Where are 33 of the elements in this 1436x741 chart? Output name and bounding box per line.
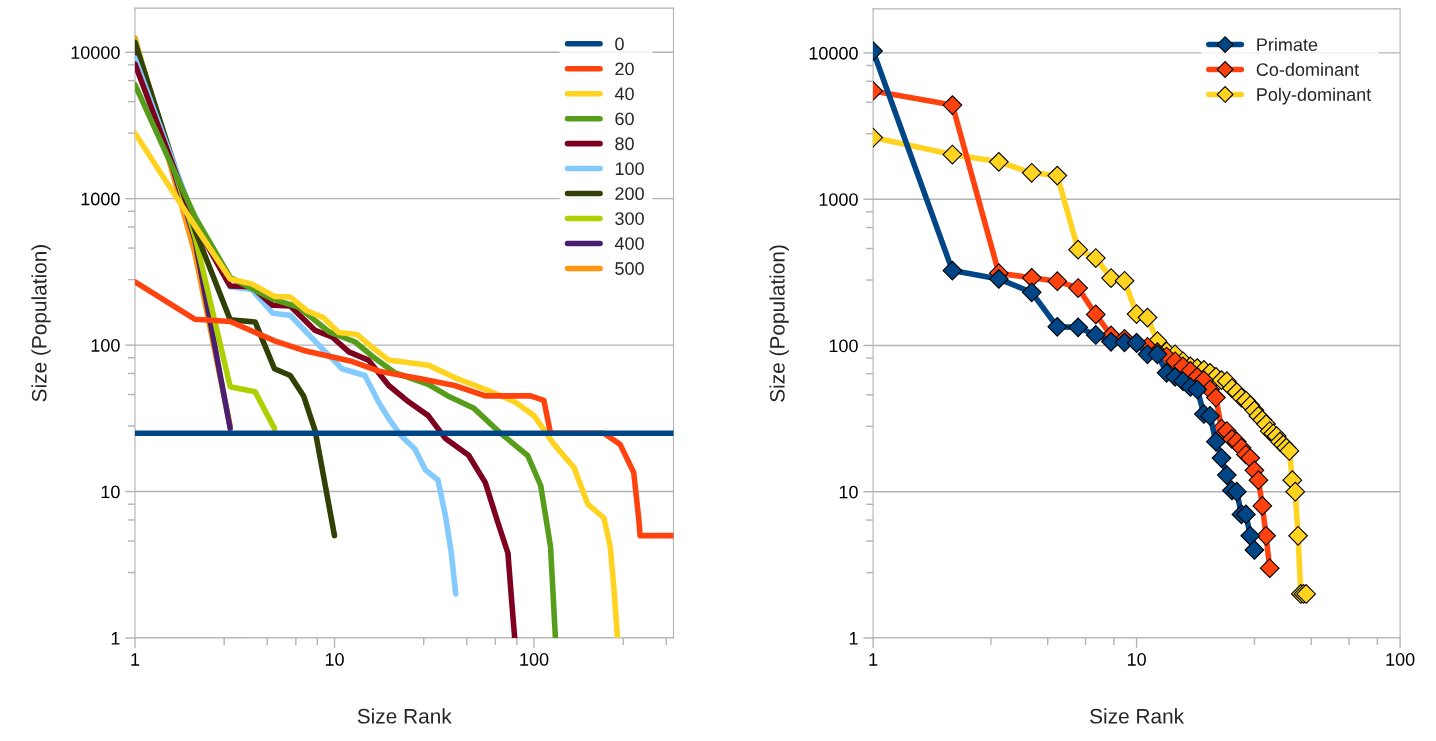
y-tick-label: 10 xyxy=(101,485,120,499)
legend-label: 100 xyxy=(615,162,644,176)
legend-label: 0 xyxy=(615,37,624,51)
y-tick-label: 10 xyxy=(839,485,858,499)
x-tick-label: 10 xyxy=(1127,653,1146,666)
legend-label: 200 xyxy=(615,187,644,201)
y-tick-label: 100 xyxy=(91,339,120,352)
y-tick-label: 10000 xyxy=(71,46,120,59)
y-axis-title: Size (Population) xyxy=(769,245,789,402)
legend-label: Primate xyxy=(1257,37,1318,52)
x-axis-title: Size Rank xyxy=(1090,708,1185,724)
y-axis-title: Size (Population) xyxy=(31,245,51,402)
y-tick-label: 1 xyxy=(111,632,120,645)
x-tick-label: 1 xyxy=(869,653,878,666)
legend-label: 400 xyxy=(614,237,644,250)
legend-label: 20 xyxy=(615,62,634,76)
x-tick-label: 10 xyxy=(325,653,344,666)
y-tick-label: 10000 xyxy=(809,46,858,60)
legend-label: 40 xyxy=(614,87,634,101)
y-tick-label: 1000 xyxy=(81,192,120,206)
legend-label: 500 xyxy=(615,262,644,275)
x-axis-title: Size Rank xyxy=(357,708,452,724)
legend-label: 60 xyxy=(615,112,634,126)
y-tick-label: 1 xyxy=(849,632,858,645)
x-tick-label: 100 xyxy=(1386,653,1415,666)
legend-label: Co-dominant xyxy=(1256,62,1360,76)
legend-label: Poly-dominant xyxy=(1257,87,1372,105)
legend-label: 80 xyxy=(615,137,634,151)
y-tick-label: 1000 xyxy=(819,193,858,206)
x-tick-label: 100 xyxy=(520,653,549,666)
y-tick-label: 100 xyxy=(829,339,858,353)
x-tick-label: 1 xyxy=(131,653,140,666)
legend-label: 300 xyxy=(615,212,644,225)
